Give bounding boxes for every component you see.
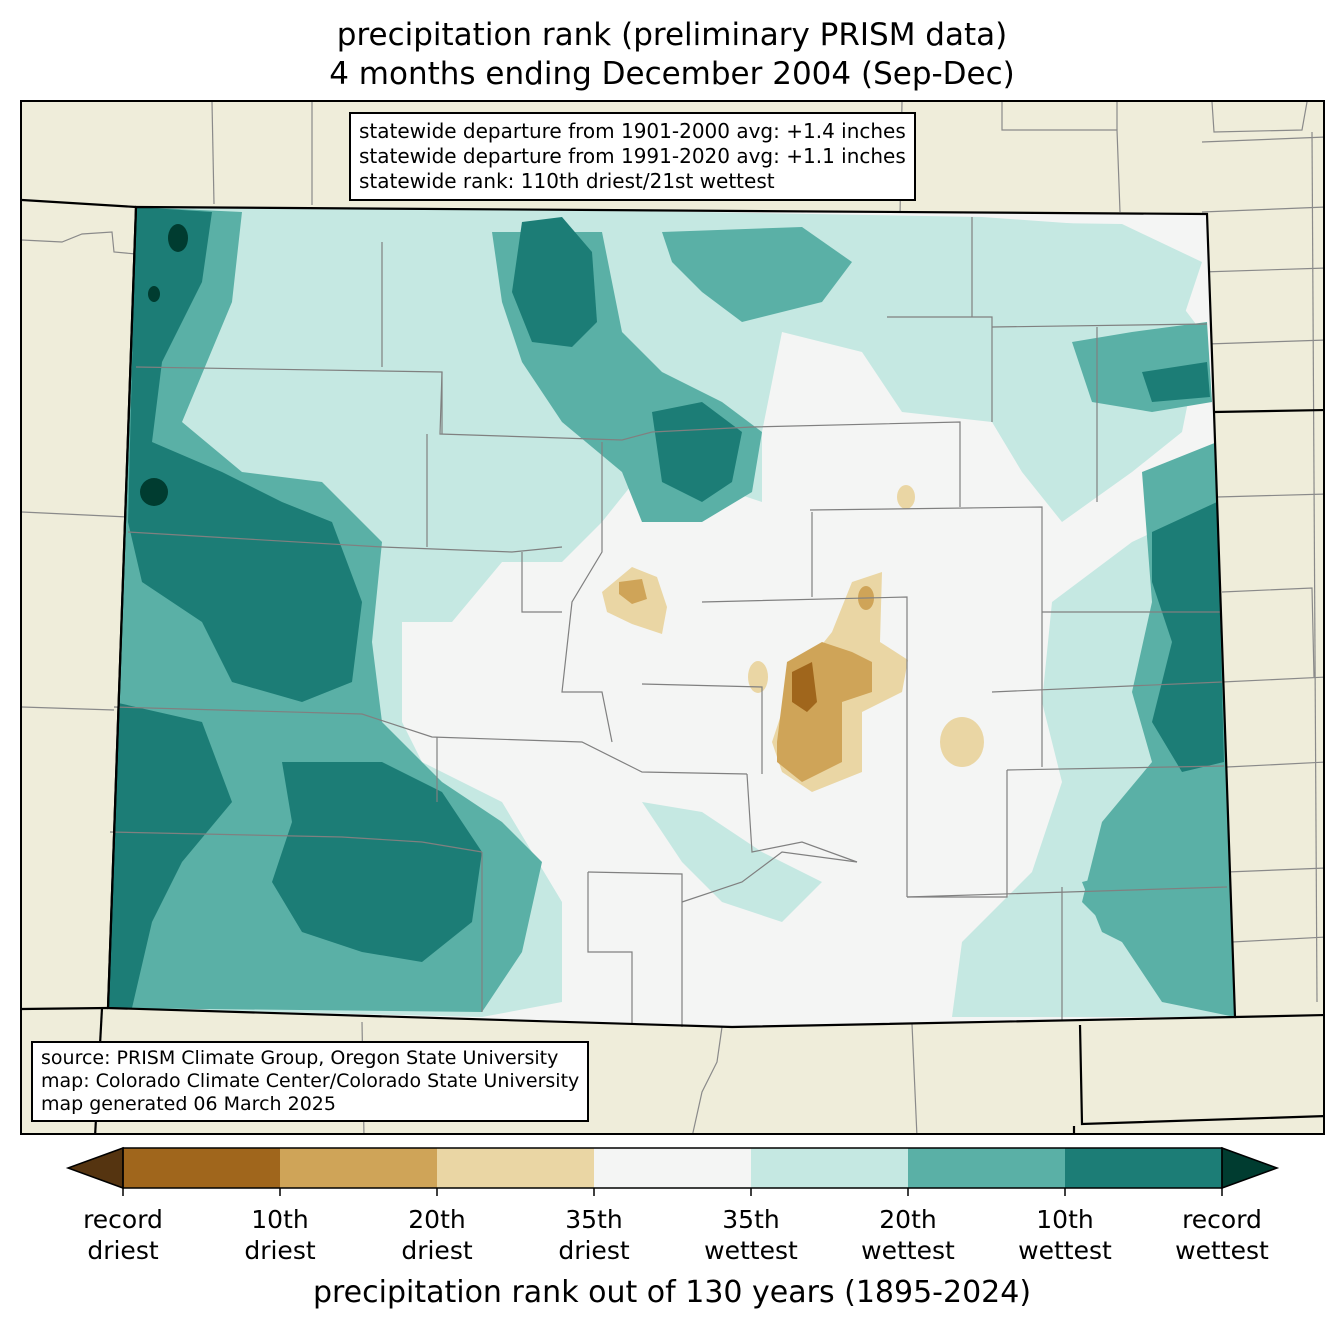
colorbar-segment	[594, 1148, 752, 1188]
source-line-2: map: Colorado Climate Center/Colorado St…	[41, 1070, 580, 1092]
tick-label-line1: 20th	[879, 1205, 937, 1234]
tick-label-line2: wettest	[704, 1236, 798, 1265]
colorbar-tick-label: 35th wettest	[671, 1204, 831, 1266]
colorbar-segment	[280, 1148, 438, 1188]
colorbar	[65, 1146, 1280, 1196]
rank-shading	[108, 207, 1235, 1017]
map-title-line1: precipitation rank (preliminary PRISM da…	[336, 17, 1008, 53]
colorbar-outline	[122, 1147, 1223, 1189]
tick-label-line1: record	[1182, 1205, 1262, 1234]
colorbar-extend-high	[1221, 1146, 1280, 1190]
state-borders	[22, 198, 1323, 1133]
tick-label-line1: 35th	[565, 1205, 623, 1234]
colorbar-extend-low	[65, 1146, 124, 1190]
colorbar-tick-label: record driest	[43, 1204, 203, 1266]
colorbar-tick-label: record wettest	[1142, 1204, 1302, 1266]
precipitation-rank-map	[22, 102, 1323, 1133]
colorbar-segment	[123, 1148, 281, 1188]
tick-label-line2: driest	[558, 1236, 630, 1265]
tick-label-line1: record	[83, 1205, 163, 1234]
colorbar-tick-label: 35th driest	[514, 1204, 674, 1266]
map-title-line2: 4 months ending December 2004 (Sep-Dec)	[329, 56, 1015, 92]
tick-label-line1: 10th	[1036, 1205, 1094, 1234]
source-line-3: map generated 06 March 2025	[41, 1093, 336, 1115]
colorbar-tick-label: 10th driest	[200, 1204, 360, 1266]
tick-label-line2: wettest	[861, 1236, 955, 1265]
colorbar-label: precipitation rank out of 130 years (189…	[312, 1275, 1032, 1310]
tick-label-line2: wettest	[1018, 1236, 1112, 1265]
map-frame	[20, 100, 1325, 1135]
colorado-county-lines	[109, 217, 1228, 1027]
colorbar-segment	[437, 1148, 595, 1188]
colorbar-tick-label: 10th wettest	[985, 1204, 1145, 1266]
tick-label-line2: driest	[401, 1236, 473, 1265]
colorbar-tick-label: 20th wettest	[828, 1204, 988, 1266]
colorbar-segment	[908, 1148, 1066, 1188]
tick-label-line2: driest	[244, 1236, 316, 1265]
tick-label-line1: 20th	[408, 1205, 466, 1234]
colorbar-tick-label: 20th driest	[357, 1204, 517, 1266]
colorbar-segment	[1065, 1148, 1223, 1188]
tick-label-line2: driest	[87, 1236, 159, 1265]
stats-line-2: statewide departure from 1991-2020 avg: …	[359, 144, 906, 168]
tick-label-line2: wettest	[1175, 1236, 1269, 1265]
tick-label-line1: 10th	[251, 1205, 309, 1234]
statewide-stats-box: statewide departure from 1901-2000 avg: …	[349, 112, 916, 201]
stats-line-1: statewide departure from 1901-2000 avg: …	[359, 119, 906, 143]
source-line-1: source: PRISM Climate Group, Oregon Stat…	[41, 1047, 559, 1069]
source-box: source: PRISM Climate Group, Oregon Stat…	[31, 1041, 590, 1122]
colorbar-segment	[751, 1148, 909, 1188]
tick-label-line1: 35th	[722, 1205, 780, 1234]
stats-line-3: statewide rank: 110th driest/21st wettes…	[359, 169, 775, 193]
